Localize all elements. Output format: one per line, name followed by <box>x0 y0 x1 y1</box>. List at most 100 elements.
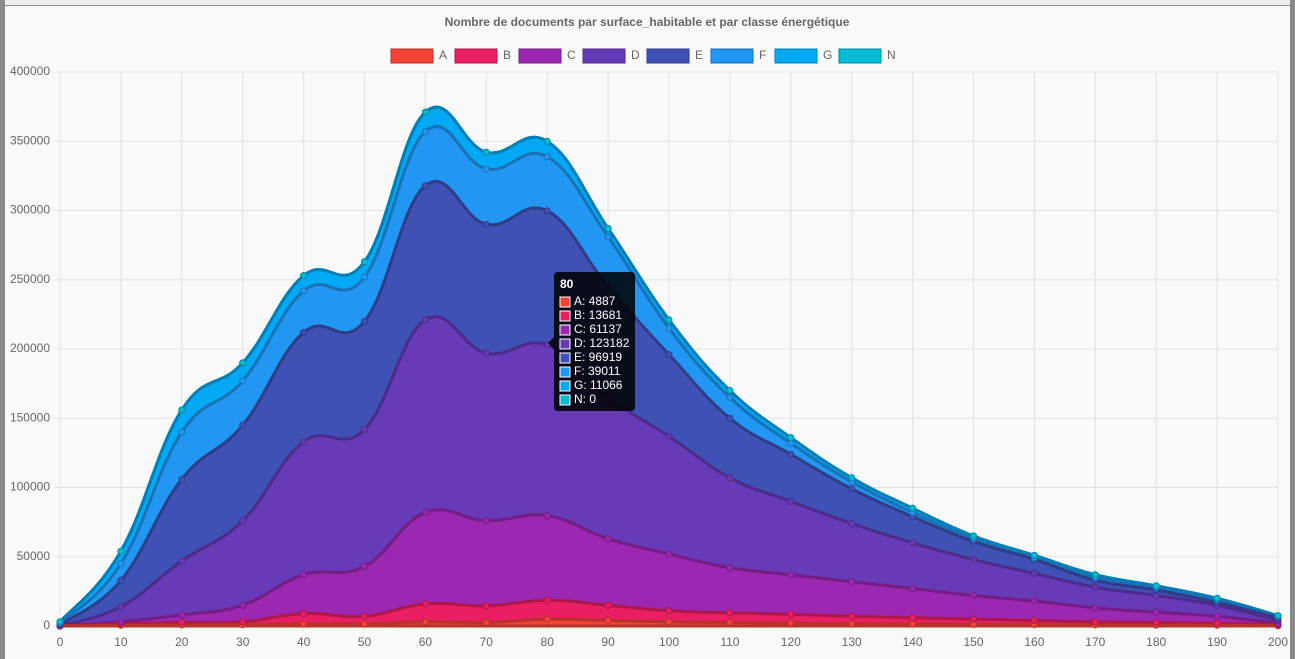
point <box>1091 583 1099 591</box>
point <box>482 602 490 610</box>
point <box>543 137 551 145</box>
legend-swatch[interactable] <box>774 48 818 64</box>
point <box>117 560 125 568</box>
point <box>361 425 368 433</box>
point <box>970 592 977 600</box>
point <box>543 615 551 623</box>
tooltip-line: G: 11066 <box>574 378 623 392</box>
point <box>665 607 673 615</box>
legend-swatch[interactable] <box>390 48 434 64</box>
point <box>361 258 368 266</box>
point <box>1030 551 1038 559</box>
x-tick-label: 10 <box>114 635 128 649</box>
point <box>300 287 308 295</box>
point <box>300 328 308 336</box>
tooltip-swatch <box>559 394 571 406</box>
point <box>482 517 490 525</box>
legend-swatch[interactable] <box>582 48 626 64</box>
point <box>726 564 734 572</box>
x-tick-label: 200 <box>1268 635 1288 649</box>
legend-label[interactable]: G <box>823 48 832 62</box>
x-tick-label: 160 <box>1024 635 1044 649</box>
point <box>361 317 368 325</box>
point <box>787 571 795 579</box>
point <box>300 620 308 628</box>
point <box>178 557 186 565</box>
y-tick-label: 150000 <box>10 410 50 424</box>
legend-swatch[interactable] <box>454 48 498 64</box>
tooltip-line: F: 39011 <box>574 364 621 378</box>
point <box>665 316 673 324</box>
point <box>239 601 247 609</box>
legend-label[interactable]: E <box>695 48 703 62</box>
tooltip-swatch <box>559 352 571 364</box>
legend-label[interactable]: D <box>631 48 640 62</box>
y-tick-label: 200000 <box>10 341 50 355</box>
point <box>604 535 612 543</box>
legend-label[interactable]: F <box>759 48 766 62</box>
point <box>970 556 977 564</box>
point <box>848 474 856 482</box>
point <box>421 128 429 136</box>
point <box>848 620 856 628</box>
point <box>300 610 308 618</box>
point <box>239 618 247 626</box>
x-tick-label: 150 <box>963 635 983 649</box>
point <box>848 578 856 586</box>
tooltip-swatch <box>559 338 571 350</box>
point <box>482 619 490 627</box>
point <box>665 618 673 626</box>
x-tick-label: 130 <box>842 635 862 649</box>
y-tick-label: 300000 <box>10 203 50 217</box>
point <box>178 619 186 627</box>
point <box>178 475 186 483</box>
tooltip-line: C: 61137 <box>574 322 622 336</box>
point <box>178 428 186 436</box>
x-tick-label: 90 <box>601 635 615 649</box>
point <box>665 432 673 440</box>
point <box>1274 612 1282 620</box>
point <box>726 609 734 617</box>
legend-label[interactable]: N <box>887 48 896 62</box>
point <box>909 614 917 622</box>
point <box>604 225 612 233</box>
legend-swatch[interactable] <box>518 48 562 64</box>
point <box>1091 604 1099 612</box>
point <box>421 108 429 116</box>
x-tick-label: 180 <box>1146 635 1166 649</box>
point <box>482 148 490 156</box>
x-tick-label: 60 <box>419 635 433 649</box>
point <box>361 562 368 570</box>
point <box>543 153 551 161</box>
x-tick-label: 0 <box>57 635 64 649</box>
point <box>300 438 308 446</box>
tooltip-swatch <box>559 366 571 378</box>
legend-swatch[interactable] <box>838 48 882 64</box>
point <box>543 512 551 520</box>
point <box>1030 569 1038 577</box>
point <box>117 618 125 626</box>
point <box>543 207 551 215</box>
y-tick-label: 100000 <box>10 480 50 494</box>
x-tick-label: 120 <box>781 635 801 649</box>
point <box>300 571 308 579</box>
tooltip-line: A: 4887 <box>574 294 616 308</box>
legend-swatch[interactable] <box>710 48 754 64</box>
point <box>665 550 673 558</box>
x-tick-label: 20 <box>175 635 189 649</box>
point <box>543 596 551 604</box>
legend-label[interactable]: B <box>503 48 511 62</box>
legend-swatch[interactable] <box>646 48 690 64</box>
tooltip-swatch <box>559 380 571 392</box>
point <box>482 349 490 357</box>
point <box>665 351 673 359</box>
point <box>239 377 247 385</box>
point <box>421 600 429 608</box>
legend-label[interactable]: C <box>567 48 576 62</box>
legend-label[interactable]: A <box>439 48 447 62</box>
point <box>300 272 308 280</box>
point <box>239 359 247 367</box>
point <box>1152 619 1160 627</box>
